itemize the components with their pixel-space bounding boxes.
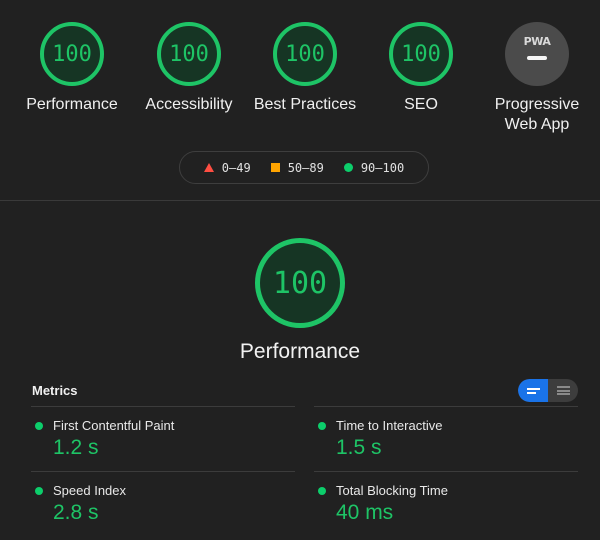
metric-value: 2.8 s xyxy=(53,501,99,524)
gauge-label: SEO xyxy=(404,96,438,113)
pass-dot-icon xyxy=(35,487,43,495)
score-value: 100 xyxy=(285,41,325,67)
metrics-view-toggle[interactable] xyxy=(518,379,578,402)
legend-range: 90–100 xyxy=(360,160,405,175)
metric-value: 40 ms xyxy=(336,501,394,524)
score-legend: 0–49 50–89 90–100 xyxy=(179,151,429,184)
legend-range: 0–49 xyxy=(221,160,251,175)
legend-range: 50–89 xyxy=(287,160,324,175)
pwa-dash-icon xyxy=(527,56,547,60)
score-ring: 100 xyxy=(157,22,221,86)
gauge-performance[interactable]: 100 Performance xyxy=(17,22,127,115)
gauge-label-line: Progressive xyxy=(494,96,580,113)
gauge-label: Accessibility xyxy=(145,96,233,113)
long-lines-icon xyxy=(556,385,570,397)
category-gauges: 100 Performance 100 Accessibility 100 Be… xyxy=(0,22,600,142)
toggle-expanded-view-button[interactable] xyxy=(548,379,578,402)
pwa-logo-text: PWA xyxy=(523,35,551,48)
legend-fail: 0–49 xyxy=(203,160,251,175)
legend-pass: 90–100 xyxy=(343,160,405,175)
gauge-best-practices[interactable]: 100 Best Practices xyxy=(250,22,360,115)
gauge-accessibility[interactable]: 100 Accessibility xyxy=(134,22,244,115)
short-lines-icon xyxy=(526,386,540,396)
score-value: 100 xyxy=(169,41,209,67)
metric-first-contentful-paint: First Contentful Paint 1.2 s xyxy=(31,406,295,472)
gauge-label: Performance xyxy=(26,96,118,113)
triangle-icon xyxy=(203,163,214,172)
category-title: Performance xyxy=(239,340,361,363)
gauge-label: Progressive Web App xyxy=(482,95,592,135)
metrics-heading: Metrics xyxy=(32,383,78,398)
big-score-value: 100 xyxy=(272,265,328,301)
square-icon xyxy=(270,163,280,172)
metric-speed-index: Speed Index 2.8 s xyxy=(31,471,295,537)
pwa-badge: PWA xyxy=(505,22,569,86)
summary-section: 100 Performance 100 Accessibility 100 Be… xyxy=(0,0,600,201)
metric-name: Speed Index xyxy=(53,483,127,498)
score-value: 100 xyxy=(52,41,92,67)
metric-total-blocking-time: Total Blocking Time 40 ms xyxy=(314,471,578,537)
legend-average: 50–89 xyxy=(270,160,324,175)
big-score-ring: 100 xyxy=(255,238,345,328)
gauge-seo[interactable]: 100 SEO xyxy=(366,22,476,115)
metric-name: Total Blocking Time xyxy=(336,483,448,498)
category-gauge-performance: 100 Performance xyxy=(200,238,400,364)
metric-value: 1.2 s xyxy=(53,436,99,459)
pass-dot-icon xyxy=(35,422,43,430)
circle-icon xyxy=(343,163,353,172)
metric-name: Time to Interactive xyxy=(336,418,443,433)
metric-name: First Contentful Paint xyxy=(53,418,175,433)
metric-value: 1.5 s xyxy=(336,436,382,459)
gauge-label-line: Web App xyxy=(504,116,570,133)
pass-dot-icon xyxy=(318,487,326,495)
score-ring: 100 xyxy=(389,22,453,86)
metric-time-to-interactive: Time to Interactive 1.5 s xyxy=(314,406,578,472)
toggle-summary-view-button[interactable] xyxy=(518,379,548,402)
score-ring: 100 xyxy=(40,22,104,86)
score-ring: 100 xyxy=(273,22,337,86)
score-value: 100 xyxy=(401,41,441,67)
gauge-pwa[interactable]: PWA Progressive Web App xyxy=(482,22,592,135)
pass-dot-icon xyxy=(318,422,326,430)
gauge-label: Best Practices xyxy=(253,96,357,113)
